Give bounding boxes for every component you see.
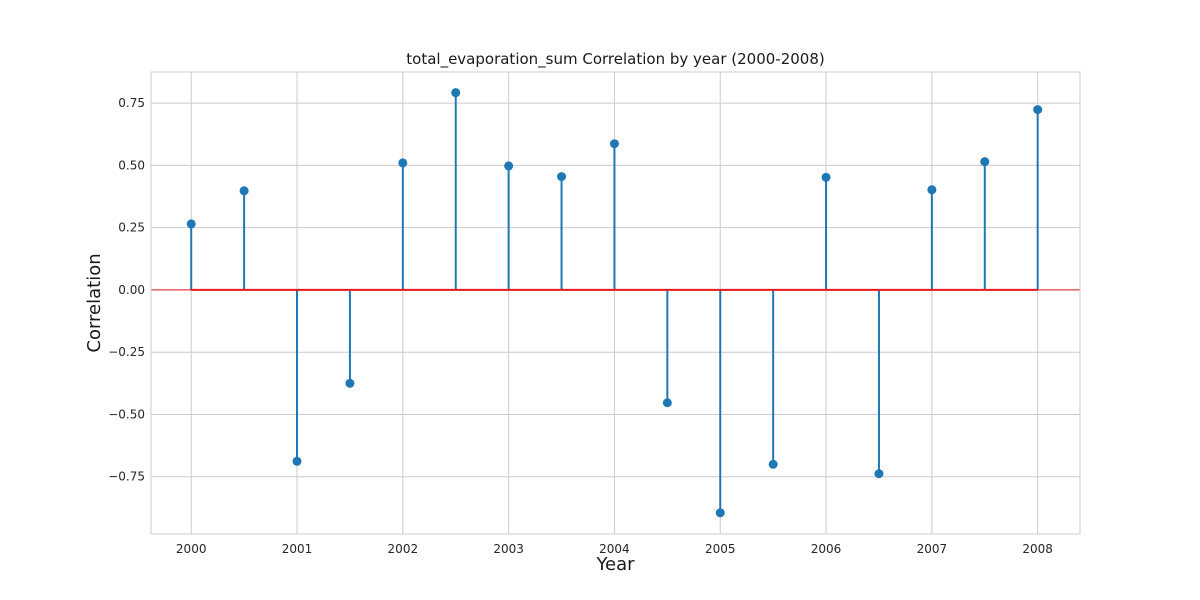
stem-marker xyxy=(1033,105,1043,115)
y-tick-label: 0.00 xyxy=(118,283,145,297)
x-tick-label: 2007 xyxy=(917,542,948,556)
stem-marker xyxy=(768,459,778,469)
y-tick-label: −0.25 xyxy=(108,345,145,359)
stem-marker xyxy=(451,88,461,98)
x-tick-label: 2003 xyxy=(493,542,524,556)
x-tick-label: 2001 xyxy=(282,542,313,556)
stem-marker xyxy=(504,161,514,171)
stem-marker xyxy=(821,172,831,182)
x-tick-labels: 2000 2001 2002 2003 2004 2005 2006 2007 2008 xyxy=(176,542,1053,556)
plot-frame xyxy=(150,71,1081,535)
x-tick-label: 2000 xyxy=(176,542,207,556)
y-tick-label: −0.75 xyxy=(108,470,145,484)
x-tick-label: 2008 xyxy=(1022,542,1053,556)
stem-marker xyxy=(239,186,249,196)
y-tick-label: 0.75 xyxy=(118,96,145,110)
y-tick-label: 0.25 xyxy=(118,221,145,235)
chart-title: total_evaporation_sum Correlation by yea… xyxy=(406,50,824,69)
stem-marker xyxy=(557,172,567,182)
y-tick-label: 0.50 xyxy=(118,158,145,172)
x-tick-label: 2002 xyxy=(388,542,419,556)
stem-marker xyxy=(927,185,937,195)
stem-marker xyxy=(874,469,884,479)
y-tick-label: −0.50 xyxy=(108,407,145,421)
stem-marker xyxy=(980,157,990,167)
stem-marker xyxy=(292,456,302,466)
y-axis-title: Correlation xyxy=(84,253,105,352)
x-tick-label: 2006 xyxy=(811,542,842,556)
x-tick-label: 2005 xyxy=(705,542,736,556)
plot-area xyxy=(151,72,1080,534)
stem-series xyxy=(151,88,1080,518)
stem-marker xyxy=(609,139,619,149)
y-tick-labels: −0.75 −0.50 −0.25 0.00 0.25 0.50 0.75 xyxy=(108,96,145,484)
stem-marker xyxy=(715,508,725,518)
stem-marker xyxy=(398,158,408,168)
x-tick-label: 2004 xyxy=(599,542,630,556)
stem-marker xyxy=(662,398,672,408)
stem-marker xyxy=(345,378,355,388)
stem-marker xyxy=(186,219,196,229)
x-axis-title: Year xyxy=(595,554,635,575)
